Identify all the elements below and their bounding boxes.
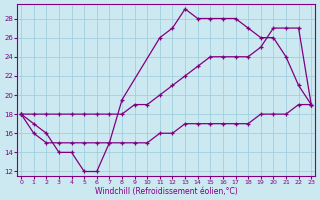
- X-axis label: Windchill (Refroidissement éolien,°C): Windchill (Refroidissement éolien,°C): [95, 187, 237, 196]
